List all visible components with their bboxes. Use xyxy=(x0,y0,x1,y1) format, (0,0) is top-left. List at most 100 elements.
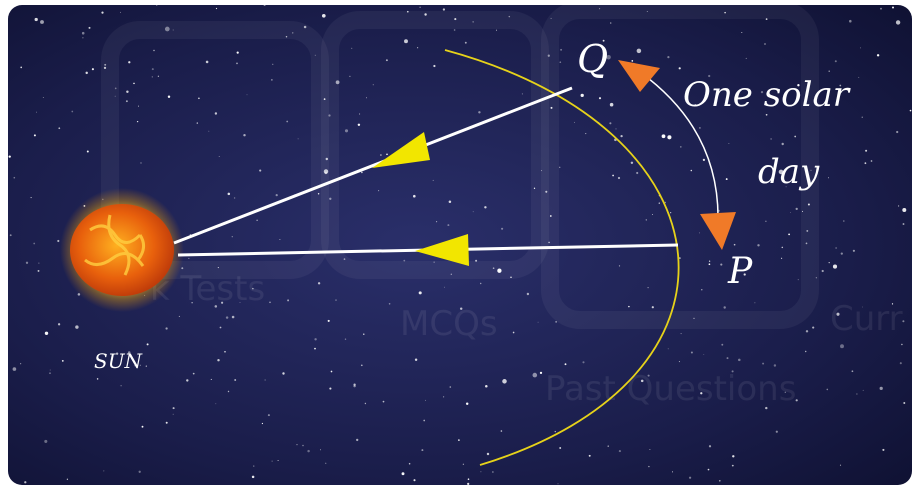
star xyxy=(840,344,844,348)
star xyxy=(672,471,673,472)
watermark-text: Curr xyxy=(830,299,903,339)
star xyxy=(33,243,35,245)
star xyxy=(610,103,614,107)
star xyxy=(62,360,64,362)
star xyxy=(560,49,562,51)
star xyxy=(659,202,660,203)
star xyxy=(24,481,26,483)
star xyxy=(898,205,899,206)
star xyxy=(361,364,363,366)
star xyxy=(829,262,830,263)
star xyxy=(302,445,304,447)
star xyxy=(322,14,326,18)
star xyxy=(252,476,255,479)
star xyxy=(903,402,905,404)
star xyxy=(58,323,60,325)
star xyxy=(220,327,222,329)
star xyxy=(652,214,653,215)
star xyxy=(790,212,791,213)
star xyxy=(88,27,90,29)
star xyxy=(272,461,273,462)
star xyxy=(648,466,649,467)
star xyxy=(335,299,336,300)
star xyxy=(709,261,710,262)
star xyxy=(691,170,693,172)
star xyxy=(463,464,464,465)
star xyxy=(120,385,121,386)
star xyxy=(386,59,388,61)
star xyxy=(133,83,135,85)
star xyxy=(822,270,824,272)
star xyxy=(356,439,358,441)
star xyxy=(153,50,154,51)
star xyxy=(679,67,681,69)
star xyxy=(631,60,633,62)
star xyxy=(852,370,854,372)
star xyxy=(902,320,904,322)
star xyxy=(559,447,561,449)
star xyxy=(228,391,229,392)
star xyxy=(168,96,170,98)
star xyxy=(812,327,814,329)
star xyxy=(444,287,445,288)
star xyxy=(728,143,729,144)
star xyxy=(140,162,141,163)
star xyxy=(314,348,316,350)
star xyxy=(681,333,682,334)
label-one-solar: One solar xyxy=(683,75,851,115)
star xyxy=(85,72,87,74)
star xyxy=(668,348,669,349)
star xyxy=(256,220,257,221)
star xyxy=(754,302,755,303)
star xyxy=(667,56,669,58)
star xyxy=(35,18,38,21)
star xyxy=(262,423,263,424)
star xyxy=(900,362,902,364)
star xyxy=(45,332,48,335)
star xyxy=(386,153,388,155)
star xyxy=(619,450,621,452)
star xyxy=(877,54,879,56)
star xyxy=(555,321,556,322)
star xyxy=(36,112,37,113)
star xyxy=(20,67,22,69)
star xyxy=(719,480,721,482)
star xyxy=(361,172,363,174)
star xyxy=(458,439,460,441)
star xyxy=(296,444,297,445)
star xyxy=(892,7,894,9)
star xyxy=(880,8,882,10)
star xyxy=(378,190,379,191)
star xyxy=(774,364,776,366)
star xyxy=(234,197,235,198)
star xyxy=(776,431,778,433)
star xyxy=(765,221,766,222)
star xyxy=(762,363,764,365)
star xyxy=(741,32,742,33)
star xyxy=(31,197,32,198)
star xyxy=(559,167,560,168)
star xyxy=(193,373,195,375)
star xyxy=(373,84,374,85)
star xyxy=(484,206,486,208)
star xyxy=(307,450,309,452)
star xyxy=(318,282,320,284)
star xyxy=(232,236,233,237)
star xyxy=(746,58,747,59)
star xyxy=(272,64,273,65)
star xyxy=(502,379,507,384)
star xyxy=(699,127,701,129)
star xyxy=(146,366,147,367)
star xyxy=(43,97,44,98)
star xyxy=(71,111,73,113)
star xyxy=(615,128,616,129)
star xyxy=(173,407,175,409)
star xyxy=(468,478,470,480)
star xyxy=(38,270,40,272)
star xyxy=(49,372,50,373)
star xyxy=(662,134,666,138)
star xyxy=(612,175,614,177)
star xyxy=(243,134,245,136)
star xyxy=(50,370,51,371)
star xyxy=(557,483,558,484)
